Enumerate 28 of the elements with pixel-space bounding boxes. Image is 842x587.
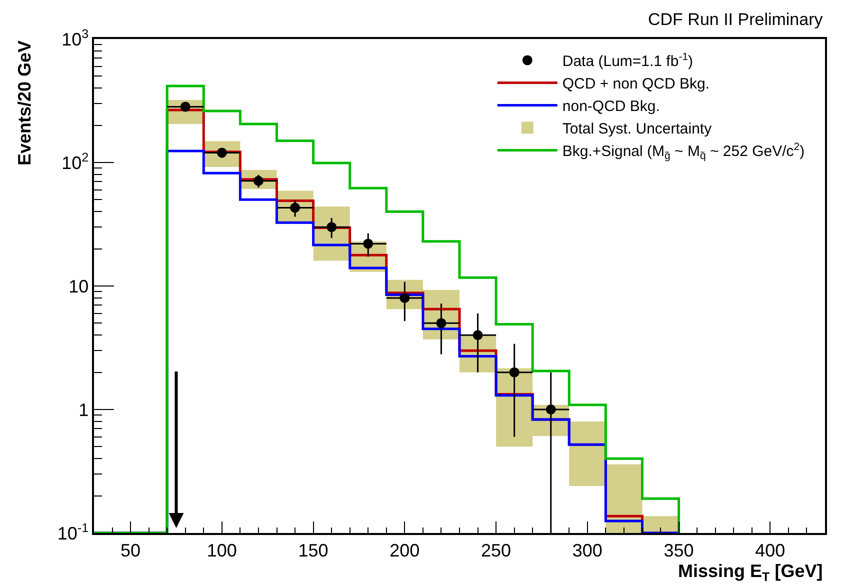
y-tick-label: 10$^{-1}$ bbox=[57, 520, 89, 544]
point bbox=[363, 238, 374, 249]
point bbox=[546, 404, 556, 414]
legend-label: Data (Lum=1.1 fb$^{-1}$) bbox=[562, 50, 694, 70]
x-axis-title: Missing E$_{T}$ [GeV] bbox=[678, 561, 823, 584]
y-tick-label: 1 bbox=[78, 400, 89, 420]
x-tick-label: 250 bbox=[481, 540, 512, 560]
y-axis-title: Events/20 GeV bbox=[14, 40, 34, 166]
legend-label: Total Syst. Uncertainty bbox=[562, 120, 712, 138]
legend-label: Bkg.+Signal (M$_{g̃}$ ~ M$_{q̃}$ ~ 252 GeV/c$^{2}$) bbox=[562, 140, 805, 162]
y-tick-label: 10 bbox=[68, 276, 89, 296]
point bbox=[472, 330, 483, 340]
legend-label: non-QCD Bkg. bbox=[562, 98, 660, 116]
bar bbox=[569, 421, 606, 486]
x-tick-label: 100 bbox=[206, 540, 237, 560]
point bbox=[509, 367, 520, 378]
chart-title: CDF Run II Preliminary bbox=[648, 10, 824, 29]
legend-label: QCD + non QCD Bkg. bbox=[562, 76, 710, 93]
y-tick-label: 10$^{3}$ bbox=[62, 26, 89, 50]
x-tick-label: 150 bbox=[298, 540, 328, 560]
x-tick-label: 50 bbox=[120, 540, 141, 560]
x-tick-label: 350 bbox=[664, 540, 694, 560]
x-tick-label: 300 bbox=[572, 540, 602, 560]
x-tick-label: 200 bbox=[390, 540, 420, 560]
point bbox=[436, 318, 446, 328]
x-tick-label: 400 bbox=[755, 540, 786, 560]
y-tick-label: 10$^{2}$ bbox=[62, 150, 89, 173]
point bbox=[326, 222, 337, 232]
